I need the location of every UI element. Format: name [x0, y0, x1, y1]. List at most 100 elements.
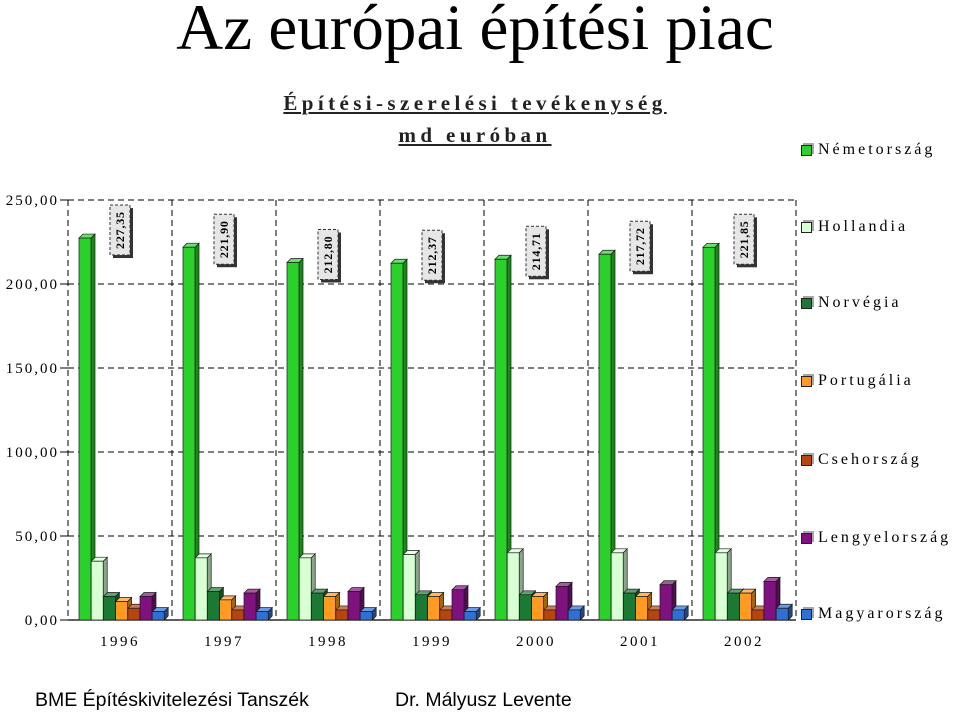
slide-title: Az európai építési piac — [176, 0, 774, 64]
data-label: 217,72 — [629, 220, 653, 275]
bar-front-face — [151, 611, 165, 621]
y-tick-label: 200,00 — [6, 277, 59, 293]
bar-front-face — [763, 581, 777, 621]
data-label-text: 227,35 — [113, 211, 127, 249]
bar-front-face — [598, 253, 612, 621]
chart-title-line-1: Építési-szerelési tevékenység — [283, 91, 667, 115]
bar-front-face — [243, 592, 257, 621]
bar-front-face — [207, 591, 220, 621]
x-tick-label: 1999 — [412, 634, 452, 650]
data-label-box — [525, 225, 547, 277]
bar — [390, 258, 408, 621]
bar-front-face — [255, 611, 269, 621]
bar-front-face — [286, 262, 300, 621]
x-tick-label: 1996 — [100, 634, 140, 650]
chart-title-line-2: md euróban — [398, 123, 552, 147]
legend-swatch — [801, 454, 812, 466]
bar-front-face — [219, 599, 232, 621]
bar-front-face — [610, 552, 624, 621]
bar-front-face — [115, 601, 128, 621]
bar — [218, 594, 237, 621]
bar-front-face — [494, 258, 508, 621]
bar-front-face — [78, 237, 92, 621]
y-tick-label: 250,00 — [6, 193, 59, 209]
bar-front-face — [311, 592, 324, 621]
bars — [78, 233, 794, 621]
x-tick-label: 1997 — [204, 634, 244, 650]
bar-front-face — [775, 607, 789, 621]
bar-front-face — [298, 557, 312, 621]
bar-front-face — [751, 609, 765, 621]
bar — [775, 603, 794, 621]
y-tick-label: 100,00 — [6, 445, 59, 461]
bar-front-face — [194, 557, 208, 621]
bar — [151, 606, 170, 621]
data-labels: 227,35 221,90 212,80 212,37 214,71 217,72 221,… — [109, 204, 757, 284]
legend-label: Lengyelország — [818, 529, 952, 546]
bar — [78, 233, 96, 621]
footer-department: BME Építéskivitelezési Tanszék — [35, 689, 309, 711]
legend-label: Németország — [818, 141, 936, 158]
bar-front-face — [335, 609, 349, 621]
bar-front-face — [647, 609, 661, 621]
data-label-box — [317, 228, 339, 280]
data-label-text: 217,72 — [633, 227, 647, 265]
legend-label: Hollandia — [818, 218, 909, 235]
legend-label: Magyarország — [818, 605, 946, 622]
x-tick-label: 2000 — [516, 634, 556, 650]
legend-item-lengyelorszag: Lengyelország — [800, 528, 951, 548]
bar-front-face — [543, 609, 557, 621]
data-label-text: 212,80 — [321, 236, 335, 274]
data-label-box — [629, 220, 651, 272]
data-label-text: 221,90 — [217, 220, 231, 258]
bar — [359, 606, 378, 621]
bar-front-face — [451, 589, 465, 621]
bar-front-face — [714, 552, 728, 621]
bar-front-face — [415, 594, 428, 621]
legend-swatch — [801, 221, 812, 233]
bar — [494, 254, 512, 621]
bar-chart: 0,00 50,00 100,00 150,00 200,00 250,00 1996 199… — [6, 193, 797, 650]
bar-front-face — [659, 584, 673, 621]
bar — [634, 591, 653, 621]
bar — [243, 588, 261, 621]
bar-front-face — [390, 262, 404, 621]
data-label-text: 214,71 — [529, 232, 543, 270]
bar — [702, 242, 720, 621]
bar-front-face — [463, 611, 477, 621]
bar-front-face — [519, 594, 532, 621]
bar-front-face — [739, 592, 752, 621]
legend-swatch — [801, 297, 812, 309]
bar-front-face — [139, 596, 153, 621]
bar — [463, 606, 482, 621]
data-label-box — [421, 229, 443, 281]
bar-front-face — [323, 596, 336, 621]
data-label: 221,85 — [733, 213, 757, 268]
data-label-box — [213, 213, 235, 265]
data-label-box — [109, 204, 131, 256]
y-tick-label: 50,00 — [15, 529, 59, 545]
bar-front-face — [506, 552, 520, 621]
legend-item-nemetorszag: Németország — [800, 140, 935, 160]
bar-front-face — [127, 607, 141, 621]
legend-item-hollandia: Hollandia — [800, 217, 908, 237]
bar-front-face — [182, 246, 196, 621]
bar — [738, 588, 757, 621]
legend-item-csehorszag: Csehország — [800, 450, 922, 470]
bar-front-face — [359, 611, 373, 621]
bar-front-face — [567, 609, 581, 621]
bar-front-face — [231, 609, 245, 621]
bar — [659, 579, 677, 621]
x-tick-label: 1998 — [308, 634, 348, 650]
legend-swatch — [801, 608, 812, 620]
legend-item-norvegia: Norvégia — [800, 293, 902, 313]
bar-front-face — [623, 592, 636, 621]
bar-front-face — [635, 596, 648, 621]
data-label: 221,90 — [213, 213, 237, 268]
bar-front-face — [347, 591, 361, 621]
x-tick-label: 2001 — [620, 634, 660, 650]
bar — [598, 249, 616, 621]
bar-front-face — [671, 609, 685, 621]
data-label-box — [733, 213, 755, 265]
data-label-text: 221,85 — [737, 220, 751, 258]
